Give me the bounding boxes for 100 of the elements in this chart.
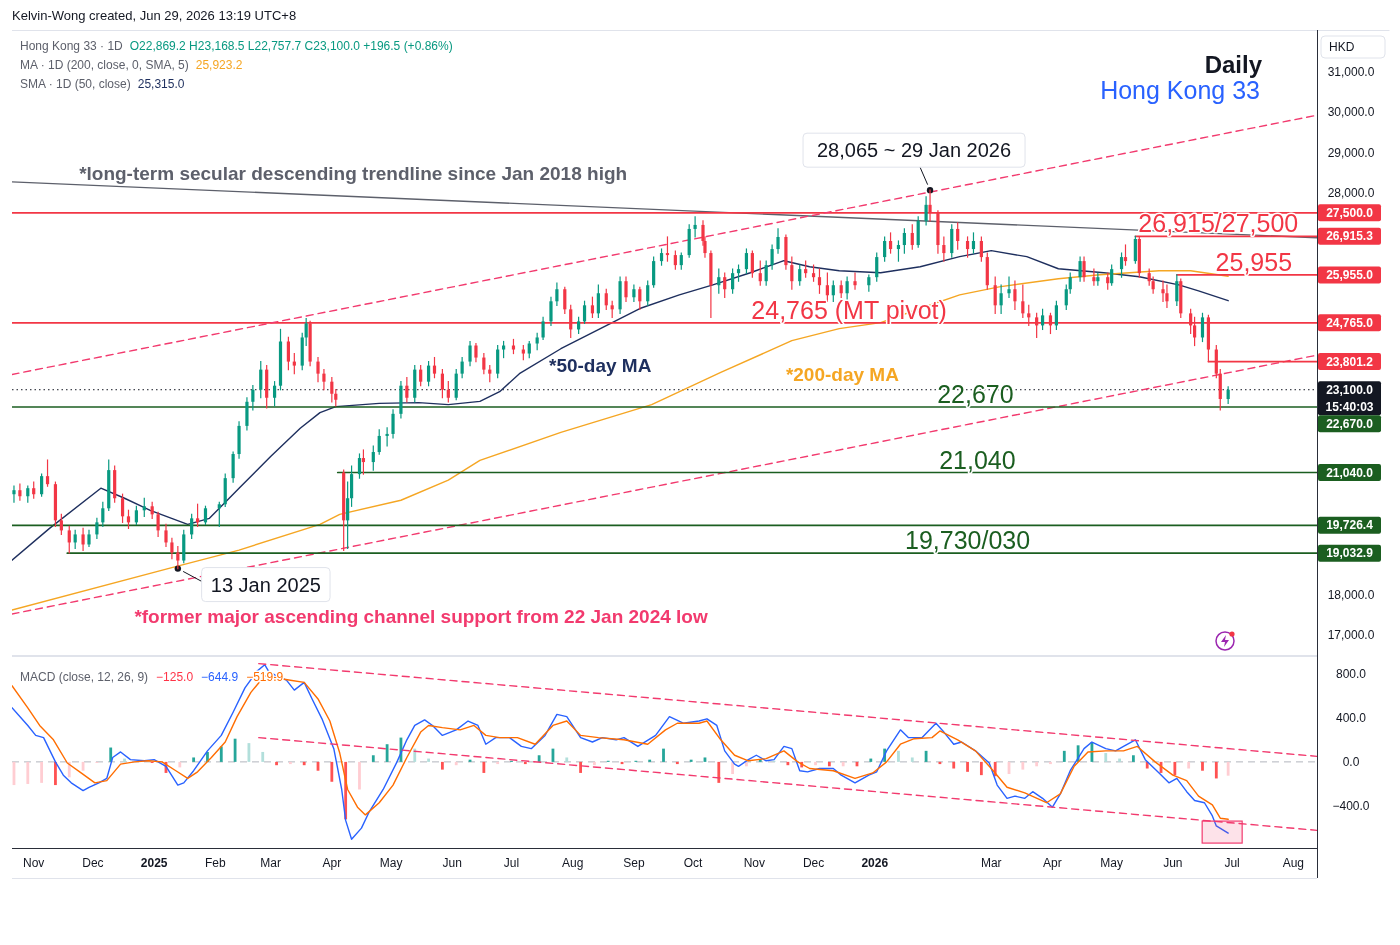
candlestick <box>971 232 976 254</box>
y-tick-label: 31,000.0 <box>1327 65 1375 80</box>
bar <box>745 761 748 767</box>
y-tick-label: 29,000.0 <box>1327 145 1375 160</box>
annotation: 25,955 <box>1215 247 1293 276</box>
candlestick <box>330 377 334 403</box>
x-tick-label: Sep <box>623 856 645 870</box>
candlestick <box>1040 308 1045 331</box>
candlestick <box>164 523 168 548</box>
data-label: 19,032.9 <box>1326 546 1374 561</box>
bar <box>662 748 665 762</box>
candlestick <box>45 459 50 487</box>
candlestick <box>170 537 174 560</box>
candlestick <box>474 342 478 363</box>
bar <box>54 761 57 786</box>
candlestick <box>203 505 208 525</box>
candlestick <box>1165 284 1169 308</box>
candlestick <box>286 336 290 371</box>
candlestick <box>888 232 893 254</box>
candlestick <box>853 272 857 290</box>
candlestick <box>999 284 1003 314</box>
candlestick <box>18 483 22 501</box>
x-tick-label: May <box>379 856 403 870</box>
candlestick <box>790 256 794 290</box>
candlestick <box>195 503 200 527</box>
bar <box>275 761 278 766</box>
candlestick <box>750 250 754 278</box>
line-series <box>12 664 1229 840</box>
candlestick <box>482 352 486 375</box>
candlestick <box>346 481 350 550</box>
x-tick-label: 2026 <box>861 856 889 870</box>
data-label: 24,765.0 <box>1326 315 1374 330</box>
candlestick <box>646 280 650 306</box>
candlestick <box>902 228 906 254</box>
candlestick <box>582 300 587 324</box>
bar <box>1062 750 1066 762</box>
candlestick <box>638 286 642 310</box>
candlestick <box>604 288 608 310</box>
candlestick <box>563 286 567 314</box>
candlestick <box>1021 284 1025 318</box>
bar <box>717 761 721 783</box>
candlestick <box>798 264 802 286</box>
bar <box>869 758 873 762</box>
candlestick <box>377 429 381 455</box>
y-tick-label: 17,000.0 <box>1327 627 1375 642</box>
bar <box>330 761 334 782</box>
candlestick <box>292 352 296 375</box>
x-tick-label: Oct <box>683 856 704 870</box>
annotation: 25,923.2 <box>195 58 243 72</box>
annotation: 21,040 <box>939 445 1016 474</box>
annotation: *200-day MA <box>785 364 900 385</box>
bar <box>1118 758 1121 762</box>
candlestick <box>81 527 85 552</box>
bar <box>1173 761 1177 776</box>
candlestick <box>1082 256 1086 282</box>
candlestick <box>1133 235 1137 264</box>
bar <box>427 758 430 762</box>
bar <box>897 750 900 762</box>
candlestick <box>1013 280 1017 310</box>
candlestick <box>101 501 105 527</box>
candlestick <box>316 356 320 383</box>
annotation: 26,915/27,500 <box>1138 209 1299 238</box>
candlestick <box>371 445 375 471</box>
data-label: 27,500.0 <box>1326 205 1374 220</box>
annotation: MA · 1D (200, close, 0, SMA, 5) <box>20 58 189 72</box>
data-label: 21,040.0 <box>1326 465 1374 480</box>
candlestick <box>357 453 362 479</box>
candlestick <box>673 250 677 270</box>
bar <box>371 755 375 762</box>
bar <box>910 757 914 762</box>
candlestick <box>419 365 423 387</box>
candlestick <box>624 276 628 302</box>
y-tick-label: −400.0 <box>1332 799 1370 814</box>
bar <box>26 761 30 784</box>
candlestick <box>468 340 472 367</box>
candlestick <box>764 260 768 286</box>
y-tick-label: 30,000.0 <box>1327 105 1375 120</box>
candlestick <box>817 268 822 294</box>
candlestick <box>1175 274 1179 306</box>
candlestick <box>1054 300 1058 331</box>
candlestick <box>259 360 263 399</box>
candlestick <box>896 240 901 262</box>
candlestick <box>120 493 125 523</box>
x-tick-label: Jul <box>503 856 520 870</box>
bar <box>731 761 735 775</box>
bar <box>1104 753 1108 762</box>
annotation: SMA · 1D (50, close) <box>20 77 131 91</box>
candlestick <box>596 284 600 318</box>
candlestick <box>1078 256 1082 282</box>
candlestick <box>942 236 946 262</box>
x-tick-label: Feb <box>205 856 227 870</box>
candlestick <box>845 276 849 302</box>
candlestick <box>432 356 437 379</box>
bar <box>385 744 389 762</box>
bar <box>454 761 458 766</box>
candlestick <box>1007 276 1011 298</box>
candlestick <box>272 381 277 407</box>
text: MACD (close, 12, 26, 9) <box>20 670 149 684</box>
candlestick <box>723 272 727 298</box>
bar <box>565 757 569 762</box>
